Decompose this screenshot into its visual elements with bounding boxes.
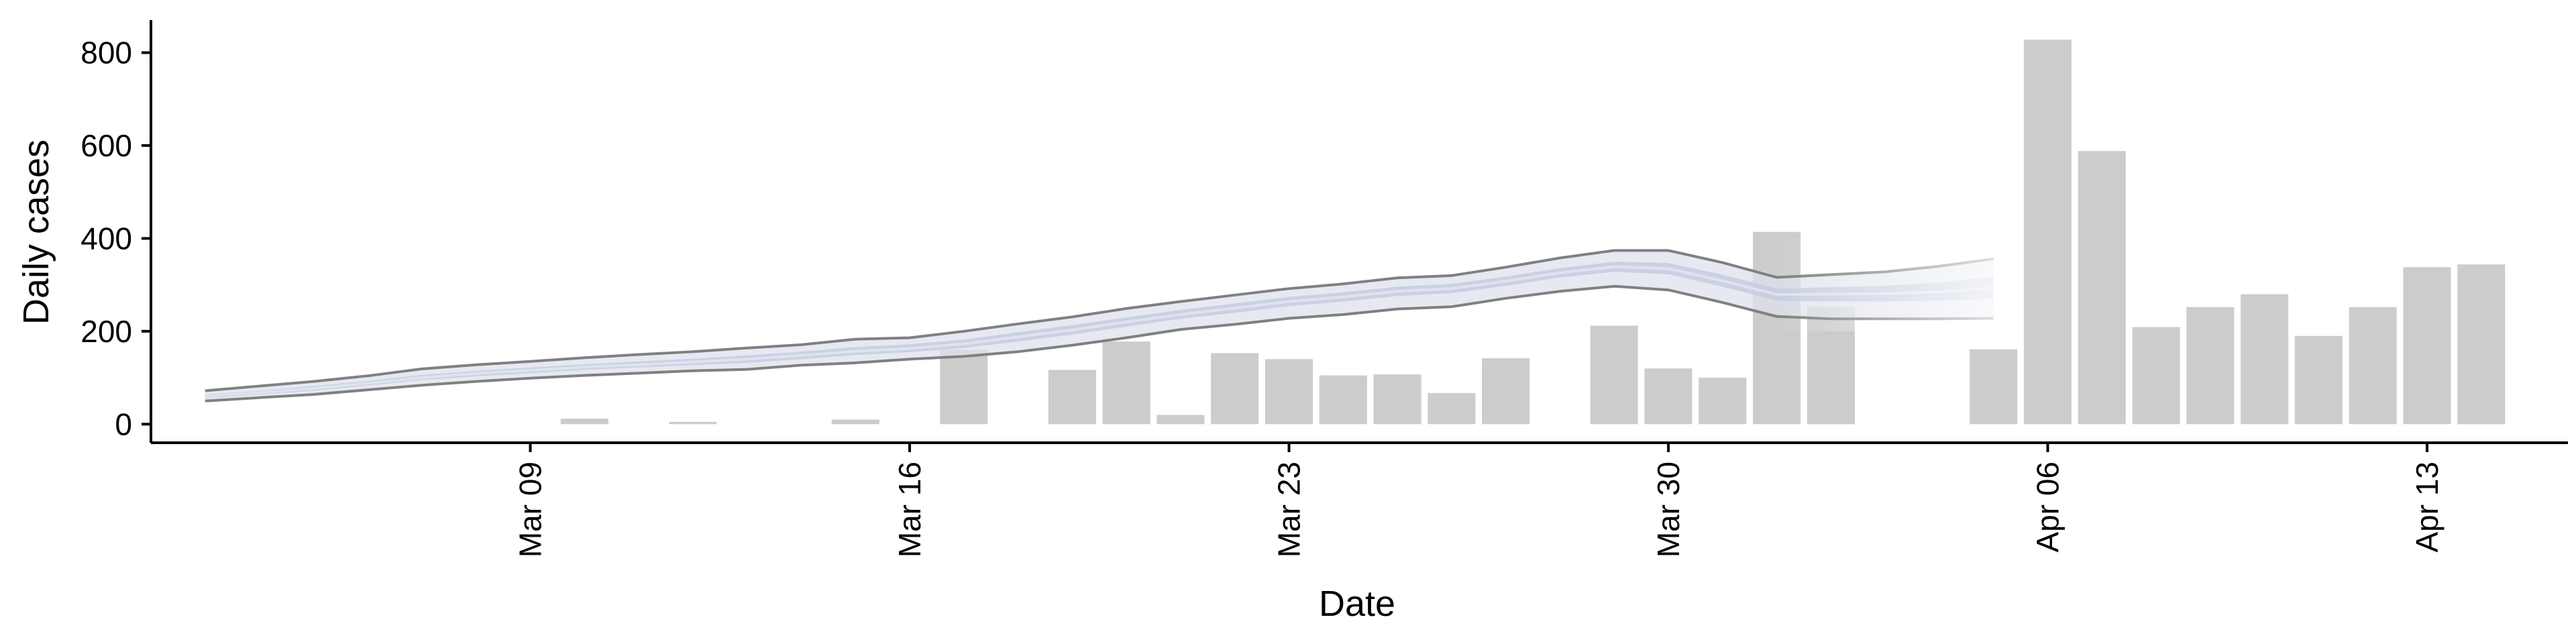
bar-2020-04-13 (2403, 267, 2451, 425)
bar-2020-03-23 (1265, 359, 1313, 425)
y-tick-label-200: 200 (80, 314, 132, 349)
bar-2020-03-20 (1102, 341, 1150, 425)
bar-2020-03-10 (560, 419, 608, 425)
bar-2020-04-11 (2294, 335, 2343, 425)
estimate-upper-line (205, 249, 1994, 392)
bar-2020-03-26 (1428, 392, 1476, 425)
bar-2020-03-29 (1590, 325, 1638, 425)
y-axis-title: Daily cases (16, 140, 56, 325)
bar-2020-04-10 (2241, 294, 2289, 425)
estimate-lower-line (205, 284, 1994, 402)
x-tick-label-2020-03-23: Mar 23 (1272, 462, 1307, 557)
bar-2020-03-12 (669, 421, 717, 425)
y-tick-label-0: 0 (115, 407, 132, 441)
bar-2020-04-05 (1970, 349, 2018, 425)
x-tick-label-2020-03-09: Mar 09 (513, 462, 548, 557)
x-axis-title: Date (1319, 584, 1395, 624)
bar-2020-04-06 (2023, 40, 2072, 425)
x-tick-label-2020-04-06: Apr 06 (2031, 462, 2065, 553)
bar-2020-03-22 (1211, 353, 1259, 425)
bar-2020-03-30 (1644, 368, 1693, 425)
y-tick-label-400: 400 (80, 221, 132, 256)
bar-2020-03-31 (1699, 378, 1747, 425)
y-tick-label-600: 600 (80, 128, 132, 163)
estimate-band-layer (205, 238, 1996, 402)
bar-2020-03-21 (1157, 415, 1205, 425)
bar-2020-03-17 (940, 350, 988, 425)
bar-2020-04-12 (2349, 307, 2397, 425)
x-tick-label-2020-03-16: Mar 16 (892, 462, 927, 557)
bar-2020-04-07 (2078, 151, 2126, 425)
bar-2020-03-15 (831, 419, 879, 425)
x-tick-label-2020-03-30: Mar 30 (1651, 462, 1686, 557)
bars-layer (560, 40, 2506, 425)
bar-2020-03-25 (1373, 374, 1421, 425)
y-tick-label-800: 800 (80, 36, 132, 70)
axes-layer: 0 200 400 600 800 Mar 09 Mar 16 Mar 23 Mar 30 Apr… (80, 20, 2568, 557)
bar-2020-04-08 (2132, 327, 2180, 425)
bar-2020-04-14 (2457, 264, 2506, 425)
bar-2020-03-27 (1482, 358, 1530, 425)
x-tick-label-2020-04-13: Apr 13 (2410, 462, 2445, 553)
bar-2020-04-09 (2186, 307, 2235, 425)
bar-2020-03-24 (1319, 375, 1367, 425)
estimate-fade-overlay (1776, 238, 1996, 331)
bar-2020-03-19 (1048, 370, 1096, 425)
estimate-median-line (205, 265, 1994, 398)
